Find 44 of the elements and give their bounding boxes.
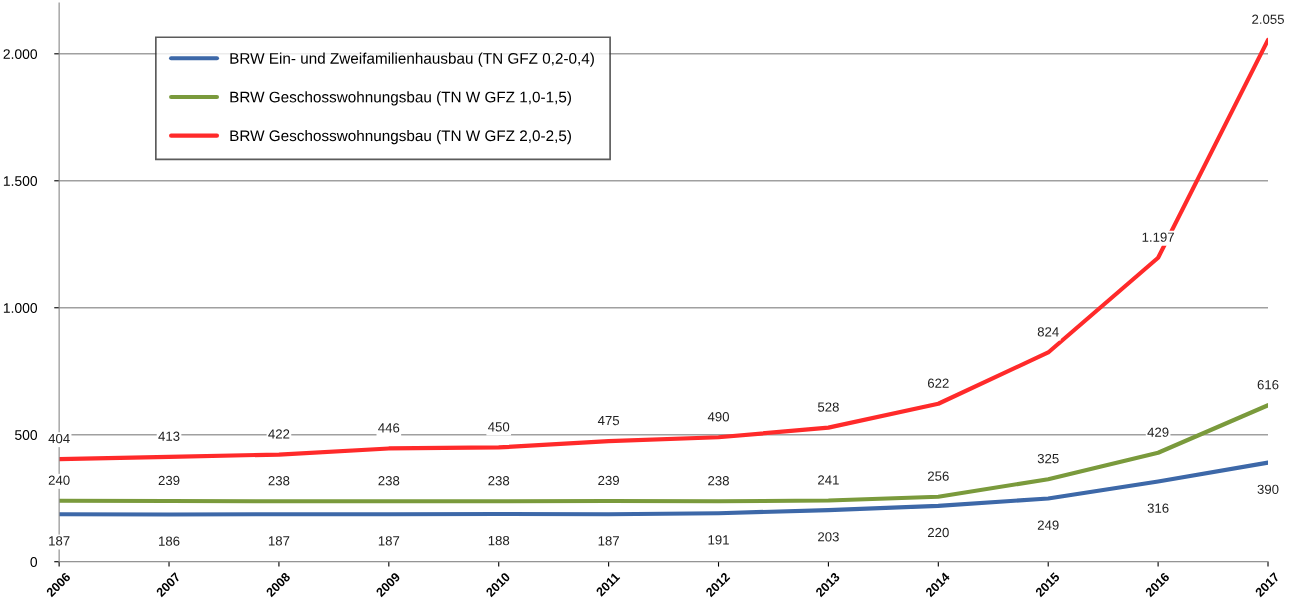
data-label: 241 bbox=[818, 475, 839, 485]
data-label: 413 bbox=[158, 431, 180, 441]
data-label: 446 bbox=[378, 423, 400, 433]
data-label: 187 bbox=[49, 536, 70, 546]
data-label: 325 bbox=[1037, 453, 1059, 464]
data-label: 450 bbox=[488, 422, 510, 432]
y-tick-label: 500 bbox=[14, 430, 38, 440]
legend-label: BRW Geschosswohnungsbau (TN W GFZ 1,0-1,5) bbox=[230, 91, 571, 106]
data-label: 622 bbox=[927, 378, 949, 388]
data-label: 188 bbox=[488, 535, 510, 546]
data-label: 429 bbox=[1147, 427, 1169, 437]
y-tick-label: 0 bbox=[30, 557, 38, 567]
y-tick-label: 2.000 bbox=[3, 49, 38, 59]
data-label: 238 bbox=[488, 476, 510, 486]
data-label: 404 bbox=[48, 433, 70, 444]
data-label: 238 bbox=[268, 476, 290, 486]
data-label: 390 bbox=[1257, 484, 1279, 494]
data-label: 239 bbox=[158, 475, 180, 486]
data-label: 475 bbox=[597, 415, 620, 426]
data-label: 249 bbox=[1037, 520, 1059, 530]
y-tick-label: 1.000 bbox=[3, 303, 38, 313]
data-label: 824 bbox=[1037, 327, 1059, 337]
data-label: 616 bbox=[1257, 380, 1279, 390]
data-label: 422 bbox=[268, 429, 290, 439]
y-tick-label: 1.500 bbox=[3, 176, 38, 186]
data-label: 187 bbox=[598, 536, 619, 546]
data-label: 203 bbox=[818, 532, 839, 542]
data-label: 256 bbox=[927, 471, 949, 481]
data-label: 191 bbox=[708, 535, 729, 545]
data-label: 316 bbox=[1147, 503, 1169, 513]
data-label: 490 bbox=[707, 412, 730, 422]
data-label: 240 bbox=[48, 475, 70, 485]
data-label: 187 bbox=[378, 536, 400, 546]
data-label: 238 bbox=[378, 476, 400, 486]
data-label: 528 bbox=[817, 402, 839, 412]
data-label: 2.055 bbox=[1252, 14, 1284, 24]
legend-label: BRW Geschosswohnungsbau (TN W GFZ 2,0-2,5) bbox=[230, 129, 571, 145]
legend-label: BRW Ein- und Zweifamilienhausbau (TN GFZ 0,2-0,4) bbox=[230, 52, 594, 67]
data-label: 238 bbox=[708, 476, 729, 486]
data-label: 1.197 bbox=[1142, 232, 1174, 242]
data-label: 239 bbox=[598, 475, 619, 486]
data-label: 220 bbox=[927, 527, 949, 538]
data-label: 187 bbox=[268, 536, 290, 546]
data-label: 186 bbox=[159, 536, 180, 546]
